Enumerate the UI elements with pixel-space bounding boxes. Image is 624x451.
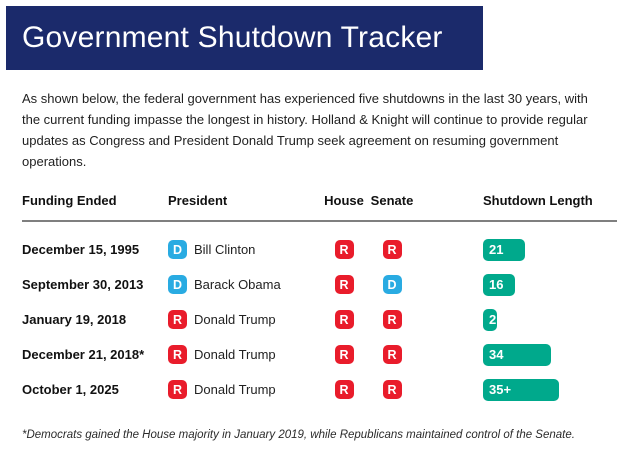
table-row: December 21, 2018* R Donald Trump R R 34 (0, 337, 624, 372)
president-party-badge: R (168, 380, 187, 399)
president-party-badge: D (168, 275, 187, 294)
house-control-cell: R (319, 345, 369, 364)
president-name: Bill Clinton (194, 242, 256, 257)
house-control-cell: R (319, 275, 369, 294)
funding-ended-cell: December 15, 1995 (22, 242, 140, 257)
president-party-badge: R (168, 310, 187, 329)
house-control-cell: R (319, 240, 369, 259)
house-party-badge: R (334, 240, 354, 259)
house-control-cell: R (319, 380, 369, 399)
column-header-senate: Senate (370, 192, 414, 208)
table-row: December 15, 1995 D Bill Clinton R R 21 (0, 232, 624, 267)
header-divider (22, 220, 617, 222)
column-header-president: President (168, 192, 228, 208)
president-name: Donald Trump (194, 312, 276, 327)
president-cell: R Donald Trump (168, 345, 319, 364)
shutdown-length-bar: 16 (483, 273, 515, 296)
table-body: December 15, 1995 D Bill Clinton R R 21 … (0, 232, 624, 407)
funding-ended-cell: September 30, 2013 (22, 277, 144, 292)
funding-ended-cell: December 21, 2018* (22, 347, 145, 362)
president-cell: D Bill Clinton (168, 240, 319, 259)
house-control-cell: R (319, 310, 369, 329)
senate-control-cell: R (369, 310, 415, 329)
table-header-row: Funding Ended President House Senate Shu… (0, 186, 624, 214)
president-name: Donald Trump (194, 382, 276, 397)
senate-party-badge: R (382, 345, 402, 364)
house-party-badge: R (334, 310, 354, 329)
president-cell: D Barack Obama (168, 275, 319, 294)
table-row: January 19, 2018 R Donald Trump R R 2 (0, 302, 624, 337)
senate-party-badge: R (382, 380, 402, 399)
senate-control-cell: R (369, 240, 415, 259)
shutdown-length-cell: 16 (483, 273, 515, 296)
table-row: September 30, 2013 D Barack Obama R D 16 (0, 267, 624, 302)
shutdown-table: Funding Ended President House Senate Shu… (0, 186, 624, 407)
column-header-shutdown-length: Shutdown Length (483, 192, 593, 208)
senate-party-badge: R (382, 310, 402, 329)
shutdown-length-bar: 35+ (483, 378, 559, 401)
senate-party-badge: D (382, 275, 402, 294)
shutdown-length-bar: 21 (483, 238, 525, 261)
senate-control-cell: D (369, 275, 415, 294)
table-row: October 1, 2025 R Donald Trump R R 35+ (0, 372, 624, 407)
shutdown-length-cell: 34 (483, 343, 551, 366)
senate-control-cell: R (369, 345, 415, 364)
house-party-badge: R (334, 345, 354, 364)
senate-control-cell: R (369, 380, 415, 399)
shutdown-length-bar: 2 (483, 308, 497, 331)
house-party-badge: R (334, 380, 354, 399)
funding-ended-cell: October 1, 2025 (22, 382, 119, 397)
footnote: *Democrats gained the House majority in … (22, 429, 575, 441)
president-name: Barack Obama (194, 277, 281, 292)
president-party-badge: R (168, 345, 187, 364)
shutdown-length-cell: 35+ (483, 378, 559, 401)
column-header-house: House (324, 192, 364, 208)
shutdown-length-bar: 34 (483, 343, 551, 366)
header-banner: Government Shutdown Tracker (6, 6, 483, 70)
president-cell: R Donald Trump (168, 380, 319, 399)
president-party-badge: D (168, 240, 187, 259)
intro-paragraph: As shown below, the federal government h… (22, 91, 588, 170)
column-header-funding-ended: Funding Ended (22, 192, 117, 208)
shutdown-length-cell: 21 (483, 238, 525, 261)
senate-party-badge: R (382, 240, 402, 259)
page-title: Government Shutdown Tracker (22, 21, 443, 54)
funding-ended-cell: January 19, 2018 (22, 312, 127, 327)
president-cell: R Donald Trump (168, 310, 319, 329)
shutdown-length-cell: 2 (483, 308, 497, 331)
house-party-badge: R (334, 275, 354, 294)
president-name: Donald Trump (194, 347, 276, 362)
